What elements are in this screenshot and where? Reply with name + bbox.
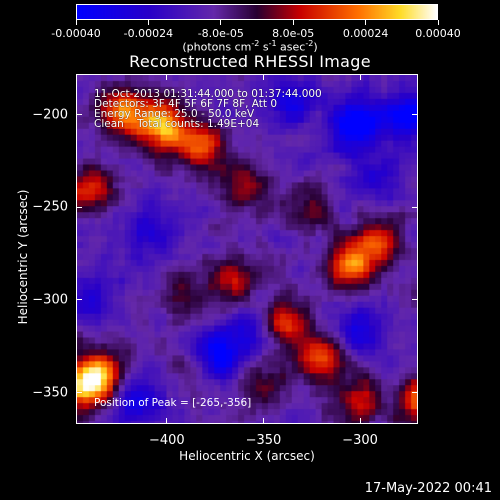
colorbar-tick-label: -0.00024 [123,27,174,40]
x-tick-label: −350 [245,433,282,448]
units-sup-s: -1 [268,39,277,48]
y-tick-label: −250 [32,199,68,215]
colorbar-tick-mark [437,20,439,25]
units-s: s [259,40,269,54]
x-axis-label: Heliocentric X (arcsec) [179,449,315,463]
peak-position-label: Position of Peak = [-265,-356] [94,397,252,409]
x-tick-mark [262,418,264,424]
colorbar-tick-label: 8.0e-05 [272,27,315,40]
colorbar-tick-mark [147,20,149,25]
annotation-time-range: 11-Oct-2013 01:31:44.000 to 01:37:44.000 [94,88,322,100]
colorbar-tick-label: 0.00040 [415,27,461,40]
y-tick-mark [412,299,418,301]
chart-title: Reconstructed RHESSI Image [129,52,371,71]
y-tick-mark [76,299,82,301]
heatmap-image [77,75,417,423]
x-tick-mark [359,418,361,424]
units-sup-cm: -2 [251,39,260,48]
x-tick-label: −400 [148,433,185,448]
colorbar-tick-mark [365,20,367,25]
annotation-detectors: Detectors: 3F 4F 5F 6F 7F 8F, Att 0 [94,98,278,110]
units-sup-asec: -2 [305,39,314,48]
annotation-counts: Clean Total counts: 1.49E+04 [94,118,260,130]
x-tick-mark [262,74,264,80]
y-tick-label: −300 [32,292,68,308]
y-axis-label: Heliocentric Y (arcsec) [16,189,30,325]
colorbar [76,4,438,20]
colorbar-tick-label: -0.00040 [51,27,101,40]
x-tick-mark [166,74,168,80]
y-tick-mark [412,114,418,116]
colorbar-tick-label: -8.0e-05 [197,27,244,40]
colorbar-tick-mark [292,20,294,25]
y-tick-mark [76,114,82,116]
y-tick-mark [412,206,418,208]
y-tick-mark [76,206,82,208]
colorbar-tick-mark [75,20,77,25]
colorbar-units: (photons cm-2 s-1 asec-2) [0,39,500,54]
y-tick-mark [412,392,418,394]
annotation-energy-range: Energy Range: 25.0 - 50.0 keV [94,108,255,120]
y-tick-mark [76,392,82,394]
colorbar-tick-label: 0.00024 [342,27,389,40]
x-tick-label: −300 [342,433,378,448]
units-suffix: ) [313,40,318,54]
x-tick-mark [166,418,168,424]
timestamp: 17-May-2022 00:41 [364,481,492,496]
plot-area: 11-Oct-2013 01:31:44.000 to 01:37:44.000… [76,74,418,424]
units-asec: asec [276,40,306,54]
y-tick-label: −200 [32,107,68,123]
units-prefix: (photons cm [182,40,252,54]
y-tick-label: −350 [32,385,68,401]
x-tick-mark [359,74,361,80]
colorbar-tick-mark [220,20,222,25]
